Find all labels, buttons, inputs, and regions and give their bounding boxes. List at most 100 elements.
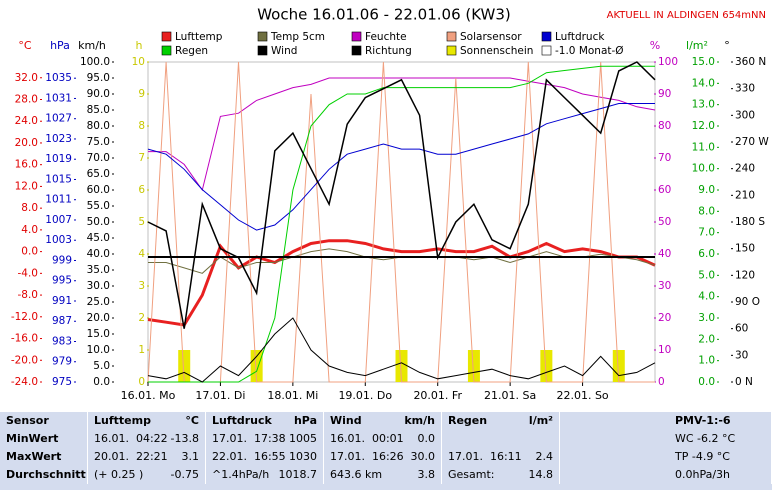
- y-tick-label: 6: [138, 184, 145, 196]
- cell-text: 0.0: [417, 432, 436, 445]
- y-tick-label: 85.0: [87, 104, 110, 116]
- table-cell: 17.01. 16:26 30.0: [324, 448, 442, 466]
- cell-text: 1005: [289, 432, 317, 445]
- cell-text: WC -6.2 °C: [675, 432, 736, 445]
- legend-label: Wind: [271, 45, 297, 57]
- table-row: MinWert 16.01. 04:22 -13.8 17.01. 17:38 1005…: [0, 430, 772, 448]
- cell-text: MinWert: [6, 432, 59, 445]
- table-cell: WC -6.2 °C: [560, 430, 772, 448]
- y-tick-label: 979: [52, 356, 72, 368]
- legend-swatch: [541, 45, 552, 56]
- y-tick-label: 0: [138, 376, 145, 388]
- cell-text: 1018.7: [278, 468, 318, 481]
- y-tick-label: 45.0: [87, 232, 110, 244]
- cell-text: 3.8: [417, 468, 436, 481]
- table-cell: Luftdruck hPa: [206, 412, 324, 430]
- cell-text: km/h: [404, 414, 435, 427]
- y-tick-label: 150: [735, 243, 755, 255]
- y-tick-label: 9: [138, 88, 145, 100]
- y-tick-label: 10.0: [692, 163, 715, 175]
- series-line: [147, 317, 656, 383]
- y-tick-label: 8: [138, 120, 145, 132]
- y-tick-label: 1027: [45, 113, 72, 125]
- y-tick-label: 60: [658, 184, 671, 196]
- cell-text: ^1.4hPa/h: [212, 468, 270, 481]
- legend-swatch: [351, 31, 362, 42]
- y-tick-label: 4.0: [698, 291, 715, 303]
- legend-swatch: [446, 31, 457, 42]
- cell-text: Gesamt:: [448, 468, 495, 481]
- table-cell: ^1.4hPa/h 1018.7: [206, 466, 324, 484]
- legend-swatch: [257, 31, 268, 42]
- y-tick-label: 0.0: [21, 246, 38, 258]
- cell-text: 17.01. 17:38: [212, 432, 286, 445]
- y-tick-label: 90: [658, 88, 671, 100]
- y-tick-label: 10.0: [87, 344, 110, 356]
- y-tick-label: 5.0: [93, 360, 110, 372]
- y-tick-label: 0: [658, 376, 665, 388]
- y-tick-label: 0.0: [93, 376, 110, 388]
- y-tick-label: 2: [138, 312, 145, 324]
- table-row: Durchschnitt (+ 0.25 ) -0.75 ^1.4hPa/h 1018.…: [0, 466, 772, 484]
- series-line: [147, 61, 655, 383]
- x-tick-label: 21.01. Sa: [484, 389, 536, 402]
- plot-area: [147, 61, 656, 383]
- table-cell: Sensor: [0, 412, 88, 430]
- series-line: [148, 77, 656, 192]
- x-tick-label: 17.01. Di: [195, 389, 245, 402]
- cell-text: Sensor: [6, 414, 49, 427]
- y-tick-label: 25.0: [87, 296, 110, 308]
- axis-title: °: [724, 39, 730, 52]
- y-tick-label: 987: [52, 315, 72, 327]
- y-tick-label: 1003: [45, 234, 72, 246]
- y-tick-label: 995: [52, 275, 72, 287]
- cell-text: hPa: [293, 414, 317, 427]
- y-tick-label: 5: [138, 216, 145, 228]
- y-tick-label: 20.0: [87, 312, 110, 324]
- y-tick-label: 999: [52, 254, 72, 266]
- y-tick-label: 24.0: [15, 115, 38, 127]
- x-tick-label: 19.01. Do: [338, 389, 392, 402]
- legend-label: Solarsensor: [460, 31, 522, 43]
- y-tick-label: 1019: [45, 153, 72, 165]
- series-line: [147, 239, 656, 327]
- cell-text: 30.0: [410, 450, 436, 463]
- legend-label: Luftdruck: [555, 31, 605, 43]
- cell-text: 0.0hPa/3h: [675, 468, 731, 481]
- y-tick-label: 15.0: [87, 328, 110, 340]
- x-tick-label: 18.01. Mi: [267, 389, 318, 402]
- y-tick-label: 4.0: [21, 224, 38, 236]
- axis-title: %: [650, 39, 660, 52]
- cell-text: 2.4: [535, 450, 554, 463]
- cell-text: 14.8: [528, 468, 554, 481]
- legend-swatch: [161, 31, 172, 42]
- y-tick-label: 100: [658, 56, 678, 68]
- y-tick-label: 1011: [45, 194, 72, 206]
- chart-title: Woche 16.01.06 - 22.01.06 (KW3): [257, 6, 511, 24]
- y-tick-label: 0 N: [735, 376, 753, 388]
- table-cell: Durchschnitt: [0, 466, 88, 484]
- y-tick-label: 4: [138, 248, 145, 260]
- y-tick-label: 70: [658, 152, 671, 164]
- legend-swatch: [541, 31, 552, 42]
- y-tick-label: 50.0: [87, 216, 110, 228]
- y-tick-label: 12.0: [15, 180, 38, 192]
- cell-text: Wind: [330, 414, 362, 427]
- y-tick-label: 1035: [45, 72, 72, 84]
- stats-table: Sensor Lufttemp °C Luftdruck hPa Wind km/h Rege…: [0, 412, 772, 490]
- y-tick-label: 65.0: [87, 168, 110, 180]
- table-cell: TP -4.9 °C: [560, 448, 772, 466]
- y-tick-label: 9.0: [698, 184, 715, 196]
- y-tick-label: 30: [735, 349, 748, 361]
- y-tick-label: 1.0: [698, 355, 715, 367]
- legend-swatch: [257, 45, 268, 56]
- y-tick-label: 1015: [45, 173, 72, 185]
- y-tick-label: 11.0: [692, 141, 715, 153]
- table-cell: Wind km/h: [324, 412, 442, 430]
- cell-text: l/m²: [528, 414, 553, 427]
- axis-title: l/m²: [686, 39, 708, 52]
- y-tick-label: 75.0: [87, 136, 110, 148]
- cell-text: Luftdruck: [212, 414, 272, 427]
- annotation: AKTUELL IN ALDINGEN 654mNN: [607, 10, 766, 21]
- y-tick-label: 13.0: [692, 99, 715, 111]
